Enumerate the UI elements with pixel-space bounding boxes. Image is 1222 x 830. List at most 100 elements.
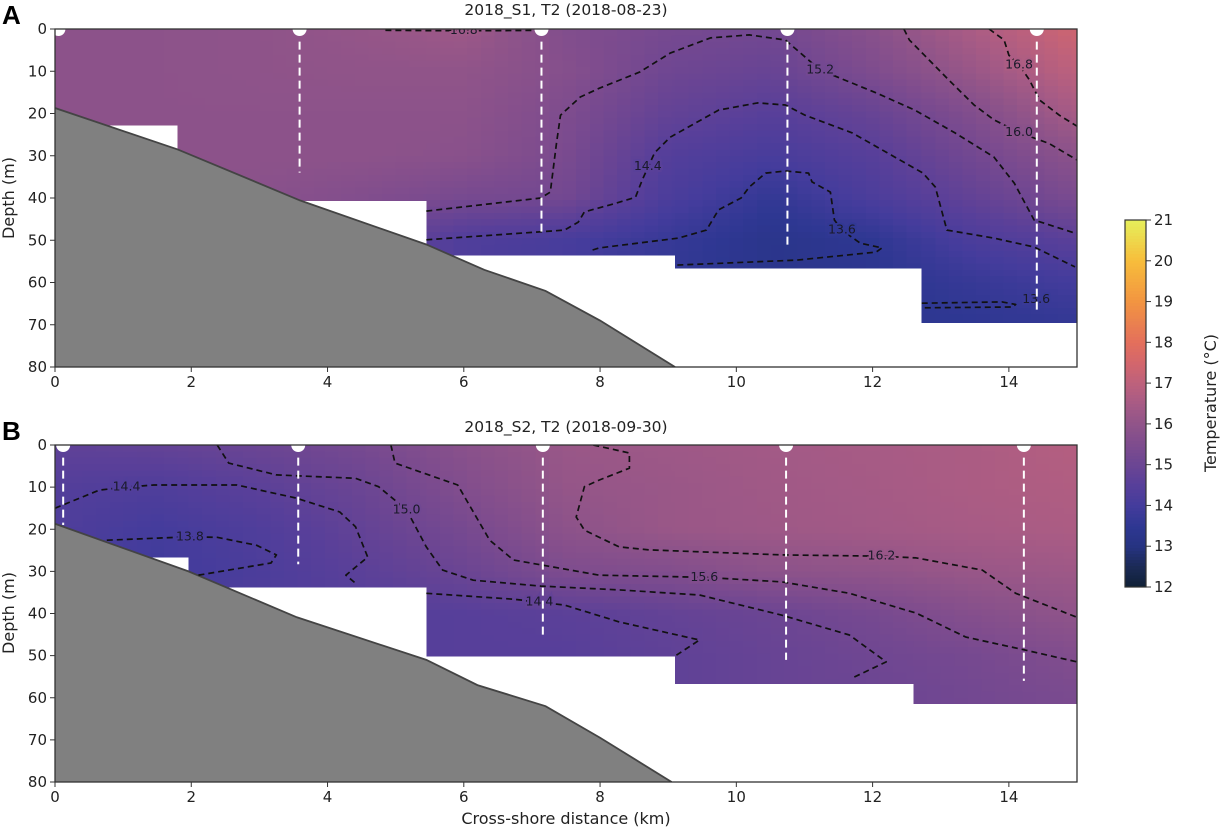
heatmap-cell [1017,269,1032,277]
heatmap-cell [865,508,881,516]
heatmap-cell [644,470,659,478]
heatmap-cell [838,35,853,43]
heatmap-cell [865,457,881,465]
heatmap-cell [962,67,977,74]
heatmap-cell [1030,295,1045,303]
heatmap-cell [702,577,717,585]
heatmap-cell [852,546,867,554]
heatmap-cell [521,238,536,246]
heatmap-cell [313,193,329,201]
heatmap-cell [967,584,983,591]
heatmap-cell [245,79,260,87]
heatmap-cell [824,666,840,674]
heatmap-cell [535,653,550,657]
heatmap-cell [548,463,564,471]
station-marker [55,29,66,36]
heatmap-cell [467,501,482,509]
heatmap-cell [453,29,468,36]
heatmap-cell [852,577,867,585]
heatmap-cell [715,565,731,572]
heatmap-cell [797,457,812,465]
heatmap-cell [136,98,151,106]
heatmap-cell [273,60,288,68]
heatmap-cell [1044,269,1059,277]
heatmap-cell [229,577,244,585]
heatmap-cell [688,54,703,62]
heatmap-cell [439,200,455,208]
heatmap-cell [467,130,482,138]
heatmap-cell [838,451,853,459]
heatmap-cell [948,263,964,271]
heatmap-cell [617,67,632,74]
heatmap-cell [617,533,632,541]
heatmap-cell [852,117,867,125]
heatmap-cell [743,584,758,591]
heatmap-cell [671,640,676,648]
heatmap-cell [617,117,632,125]
heatmap-cell [729,155,744,163]
heatmap-cell [935,269,950,277]
heatmap-cell [838,476,853,484]
heatmap-cell [270,577,285,585]
heatmap-cell [188,533,203,541]
heatmap-cell [439,174,455,182]
heatmap-cell [913,609,928,617]
heatmap-cell [245,111,260,119]
heatmap-cell [940,558,955,566]
heatmap-cell [311,571,326,579]
heatmap-cell [467,136,482,144]
heatmap-cell [913,482,928,490]
heatmap-cell [838,136,853,144]
heatmap-cell [311,520,326,528]
heatmap-cell [756,35,771,43]
heatmap-cell [420,584,427,588]
heatmap-cell [644,92,659,100]
heatmap-cell [426,514,441,522]
heatmap-cell [797,501,812,509]
heatmap-cell [913,470,928,478]
heatmap-cell [962,225,977,233]
heatmap-cell [453,187,468,195]
heatmap-cell [409,29,424,36]
heatmap-cell [865,86,881,93]
heatmap-cell [548,231,564,239]
heatmap-cell [270,571,285,579]
heatmap-cell [245,92,260,100]
heatmap-cell [630,552,645,560]
heatmap-cell [439,615,455,623]
heatmap-cell [920,263,923,269]
heatmap-cell [395,54,410,62]
heatmap-cell [548,238,564,246]
heatmap-cell [341,92,356,100]
heatmap-cell [617,445,632,452]
heatmap-cell [927,666,942,674]
heatmap-cell [273,162,288,170]
heatmap-cell [562,495,577,503]
heatmap-cell [453,117,468,125]
heatmap-cell [273,86,288,93]
heatmap-cell [756,143,771,151]
heatmap-cell [981,476,996,484]
seafloor-line [55,107,676,367]
heatmap-cell [327,149,342,157]
heatmap-cell [439,628,455,636]
heatmap-cell [245,124,260,131]
heatmap-cell [756,117,771,125]
heatmap-cell [770,520,785,528]
heatmap-cell [202,527,217,535]
heatmap-cell [256,470,271,478]
heatmap-cell [935,193,950,201]
heatmap-cell [995,482,1010,490]
heatmap-cell [382,117,397,125]
heatmap-cell [439,212,455,220]
heatmap-cell [715,143,731,151]
heatmap-cell [1071,117,1077,125]
heatmap-cell [644,35,659,43]
heatmap-cell [548,111,564,119]
heatmap-cell [422,117,427,125]
heatmap-cell [688,105,703,112]
heatmap-cell [743,539,758,547]
heatmap-cell [906,602,915,610]
heatmap-cell [657,571,673,579]
heatmap-cell [368,168,383,176]
